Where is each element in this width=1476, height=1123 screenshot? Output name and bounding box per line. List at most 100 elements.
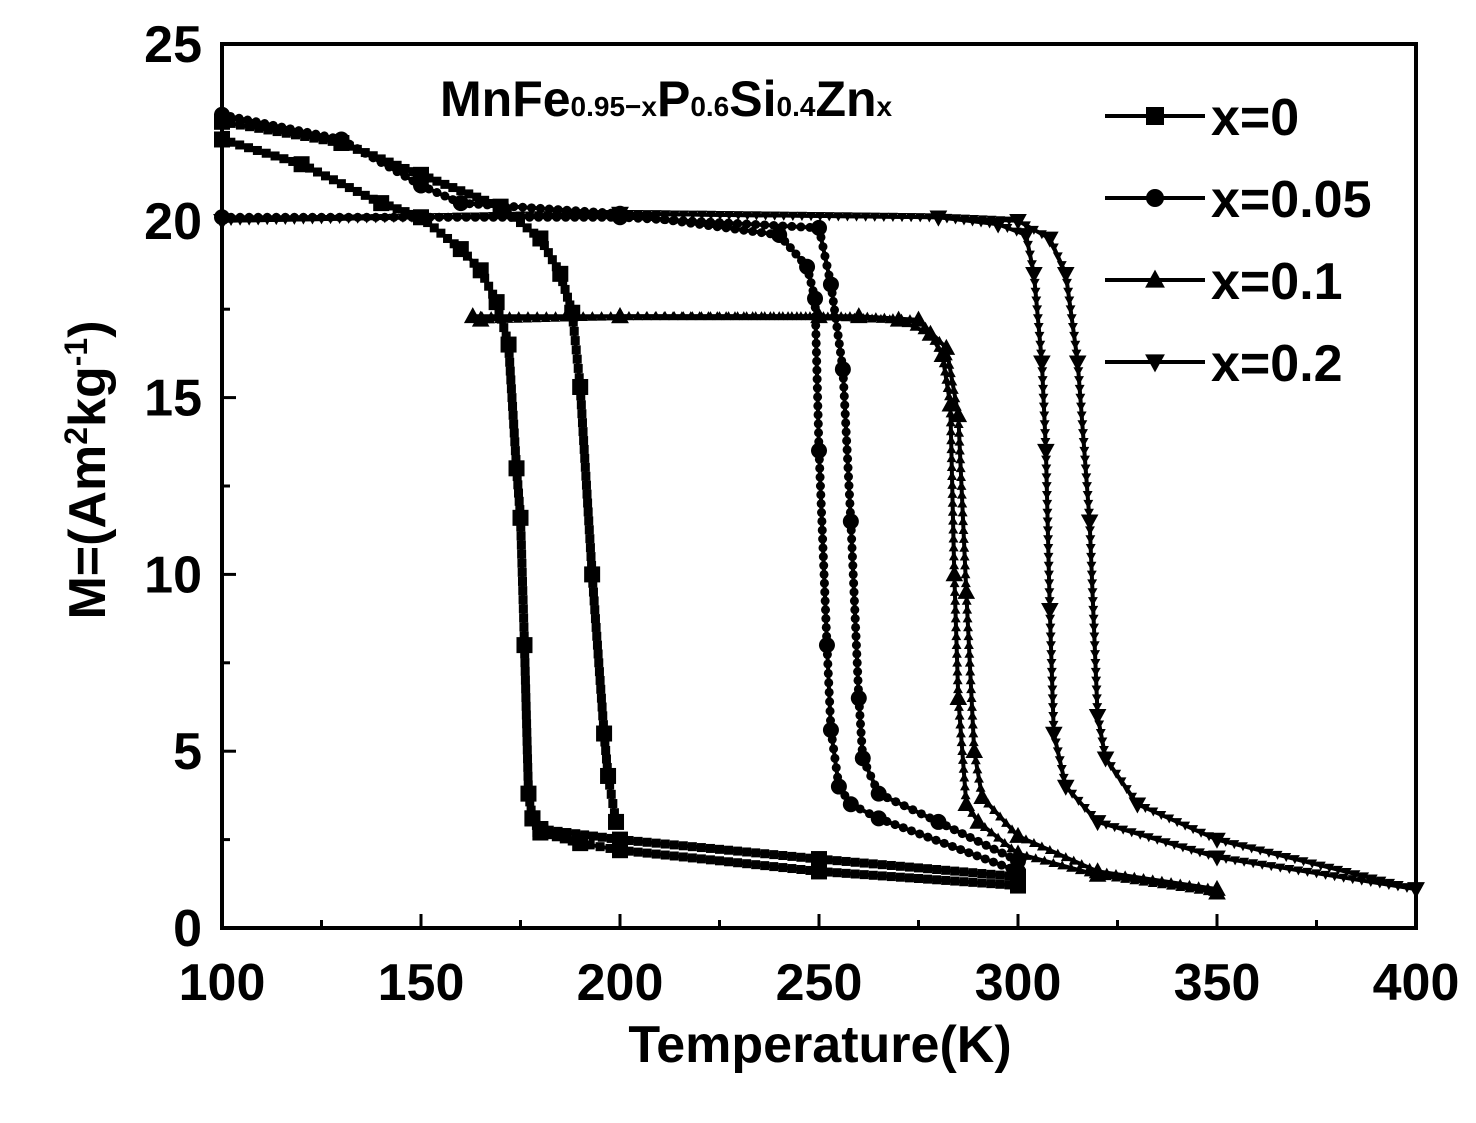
data-point	[485, 314, 495, 324]
data-point	[1001, 817, 1012, 827]
data-point	[523, 754, 533, 764]
data-point	[1307, 859, 1318, 869]
data-point	[890, 820, 900, 830]
data-point	[843, 454, 853, 464]
data-point	[843, 463, 853, 473]
data-point	[510, 446, 520, 456]
data-point	[525, 797, 535, 807]
data-point	[1076, 411, 1087, 421]
data-point	[816, 499, 826, 509]
data-point	[597, 832, 607, 842]
data-point	[1009, 826, 1027, 843]
data-point	[687, 842, 697, 852]
data-point	[595, 842, 605, 852]
data-point	[578, 210, 589, 220]
data-point	[896, 313, 907, 323]
data-point	[1087, 588, 1098, 598]
data-point	[559, 834, 569, 844]
data-point	[851, 622, 861, 632]
data-point	[1090, 658, 1101, 668]
data-point	[1069, 331, 1080, 341]
data-point	[806, 212, 816, 222]
legend-marker	[1146, 107, 1164, 125]
data-point	[1148, 807, 1159, 817]
data-point	[379, 214, 390, 224]
data-point	[669, 215, 679, 225]
data-point	[1111, 769, 1122, 779]
data-point	[533, 211, 544, 221]
data-point	[950, 393, 961, 403]
data-point	[514, 496, 524, 506]
data-point	[956, 728, 966, 738]
data-point	[845, 498, 855, 508]
data-point	[1073, 367, 1084, 377]
data-point	[999, 837, 1010, 847]
data-point	[518, 604, 528, 614]
data-point	[588, 578, 598, 588]
data-point	[1083, 499, 1094, 509]
data-point	[660, 210, 671, 220]
data-point	[550, 312, 560, 322]
data-point	[516, 522, 526, 532]
data-point	[830, 778, 847, 795]
data-point	[520, 649, 530, 659]
data-point	[850, 690, 867, 707]
data-point	[560, 284, 570, 294]
data-point	[226, 118, 236, 128]
data-point	[947, 841, 957, 851]
data-point	[600, 737, 610, 747]
data-point	[869, 212, 880, 222]
data-point	[1085, 535, 1096, 545]
data-point	[641, 311, 652, 321]
data-point	[596, 725, 613, 742]
data-point	[1031, 296, 1042, 306]
data-point	[480, 195, 490, 205]
data-point	[518, 202, 528, 212]
data-point	[509, 419, 519, 429]
legend-label: x=0.1	[1211, 253, 1343, 311]
data-point	[1030, 287, 1041, 297]
data-point	[1007, 824, 1017, 834]
data-point	[1062, 278, 1072, 288]
data-point	[333, 131, 350, 148]
legend-item: x=0.2	[1105, 335, 1343, 393]
data-point	[392, 167, 402, 177]
data-point	[733, 219, 743, 229]
data-point	[955, 463, 966, 473]
data-point	[547, 255, 557, 265]
data-point	[432, 188, 442, 198]
data-point	[1041, 231, 1059, 248]
data-point	[958, 525, 969, 535]
data-point	[659, 311, 670, 321]
data-point	[584, 525, 594, 535]
data-point	[271, 216, 282, 226]
data-point	[592, 640, 602, 650]
data-point	[522, 727, 532, 737]
data-point	[963, 631, 974, 641]
data-point	[1064, 296, 1075, 306]
data-point	[812, 383, 822, 393]
data-point	[609, 808, 619, 818]
data-point	[1041, 482, 1052, 492]
data-point	[942, 382, 953, 392]
data-point	[817, 508, 827, 518]
data-point	[847, 552, 857, 562]
data-point	[572, 354, 582, 364]
data-point	[1281, 852, 1292, 862]
data-point	[360, 148, 370, 158]
data-point	[778, 863, 788, 873]
data-point	[967, 719, 978, 729]
data-point	[243, 115, 253, 125]
data-point	[966, 684, 977, 694]
data-point	[938, 358, 949, 368]
data-point	[833, 330, 843, 340]
data-point	[1175, 878, 1186, 888]
data-point	[578, 427, 588, 437]
data-point	[818, 543, 828, 553]
data-point	[1085, 526, 1095, 536]
data-point	[1043, 552, 1054, 562]
data-point	[1246, 844, 1257, 854]
data-point	[942, 213, 953, 223]
data-point	[1074, 384, 1085, 394]
data-point	[832, 856, 842, 866]
